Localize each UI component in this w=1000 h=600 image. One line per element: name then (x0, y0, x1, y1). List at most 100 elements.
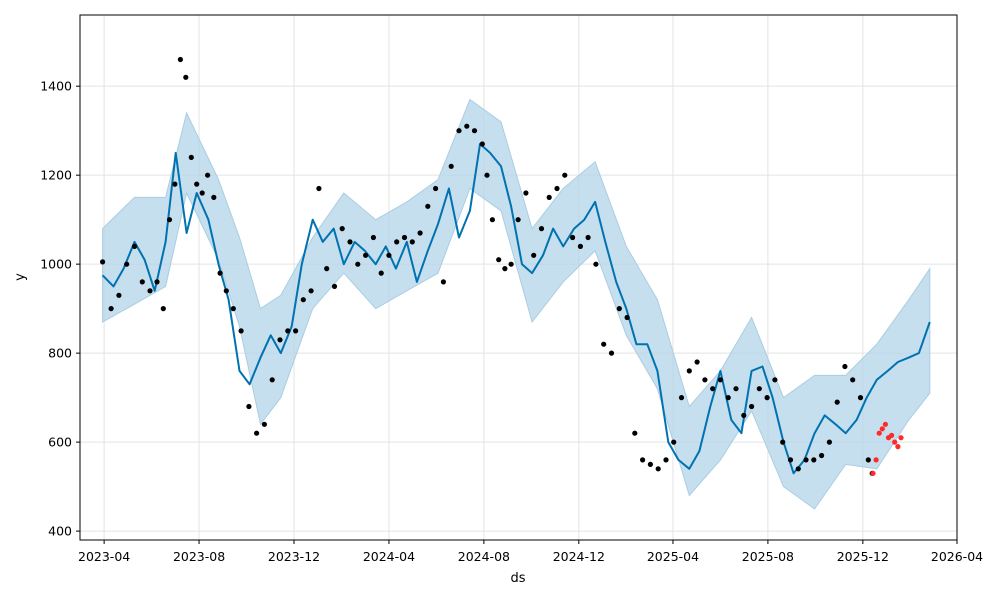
observed-point (624, 314, 630, 321)
observed-point (370, 234, 376, 241)
x-tick-label: 2026-04 (931, 549, 983, 564)
observed-point (811, 457, 817, 463)
observed-point (842, 363, 848, 370)
observed-point (608, 350, 615, 356)
x-tick-label: 2025-08 (742, 549, 794, 564)
y-tick-label: 1000 (40, 257, 72, 272)
observed-point (819, 452, 825, 459)
observed-point (154, 279, 160, 285)
y-tick-label: 400 (48, 524, 72, 539)
holdout-points-layer (870, 421, 904, 476)
x-tick-label: 2025-12 (837, 549, 889, 564)
observed-point (857, 395, 864, 401)
observed-point (160, 306, 166, 312)
observed-point (339, 226, 345, 232)
x-tick-label: 2023-12 (268, 549, 320, 564)
observed-point (496, 257, 502, 263)
observed-point (464, 123, 470, 129)
y-axis-label: y (13, 273, 28, 281)
observed-point (756, 386, 762, 392)
observed-point (230, 306, 236, 312)
observed-point (515, 217, 521, 223)
observed-point (217, 270, 223, 276)
observed-point (601, 341, 607, 347)
observed-point (772, 377, 778, 383)
observed-point (616, 306, 622, 312)
x-axis-label: ds (510, 571, 525, 586)
observed-point (694, 359, 700, 365)
observed-point (131, 243, 138, 249)
observed-point (663, 457, 669, 463)
y-tick-label: 600 (48, 435, 72, 450)
observed-point (285, 328, 291, 334)
observed-point (108, 306, 114, 312)
observed-point (531, 252, 537, 258)
observed-point (538, 226, 545, 232)
x-tick-label: 2024-08 (458, 549, 510, 564)
x-tick-label: 2024-12 (553, 549, 605, 564)
observed-point (502, 266, 508, 272)
observed-point (401, 234, 408, 241)
observed-point (471, 128, 478, 134)
observed-point (331, 283, 338, 289)
holdout-point (870, 470, 876, 476)
observed-point (394, 239, 400, 245)
observed-point (764, 395, 770, 401)
observed-point (655, 466, 661, 472)
observed-point (523, 190, 529, 196)
observed-point (479, 141, 485, 147)
observed-point (269, 377, 275, 383)
observed-point (593, 261, 599, 267)
observed-point (850, 377, 856, 383)
observed-point (188, 154, 194, 160)
observed-point (199, 190, 205, 196)
observed-point (733, 386, 739, 392)
observed-point (293, 328, 299, 334)
observed-point (300, 297, 306, 303)
y-tick-label: 1400 (40, 79, 72, 94)
observed-point (448, 163, 454, 169)
forecast-line (101, 143, 931, 475)
observed-point (577, 243, 584, 249)
observed-points-layer (100, 56, 875, 476)
observed-point (177, 56, 183, 63)
observed-point (308, 288, 314, 294)
observed-point (238, 328, 244, 334)
uncertainty-band (102, 98, 931, 510)
observed-point (717, 377, 724, 383)
holdout-point (898, 435, 904, 441)
x-tick-label: 2023-04 (78, 549, 130, 564)
observed-point (865, 457, 871, 463)
observed-point (686, 368, 692, 374)
observed-point (725, 395, 731, 401)
observed-point (417, 230, 423, 236)
holdout-point (889, 432, 895, 438)
observed-point (834, 399, 840, 405)
observed-point (570, 234, 576, 241)
y-axis: 400 600 800 1000 1200 1400 (40, 79, 80, 539)
observed-point (147, 288, 153, 294)
holdout-point (882, 421, 889, 427)
observed-point (347, 239, 353, 245)
observed-point (562, 172, 568, 178)
uncertainty-band-layer (102, 98, 931, 510)
observed-point (116, 292, 122, 298)
x-tick-label: 2025-04 (647, 549, 699, 564)
holdout-point (892, 439, 898, 445)
observed-point (316, 185, 322, 192)
observed-point (640, 457, 646, 463)
observed-point (489, 217, 495, 223)
observed-point (671, 439, 677, 445)
observed-point (194, 181, 200, 187)
observed-point (702, 377, 708, 383)
observed-point (780, 439, 786, 445)
observed-point (710, 386, 716, 392)
holdout-point (879, 426, 885, 432)
observed-point (409, 239, 415, 245)
observed-point (749, 403, 755, 410)
holdout-point (895, 444, 901, 450)
x-tick-label: 2023-08 (173, 549, 225, 564)
observed-point (223, 288, 229, 294)
observed-point (386, 252, 392, 258)
